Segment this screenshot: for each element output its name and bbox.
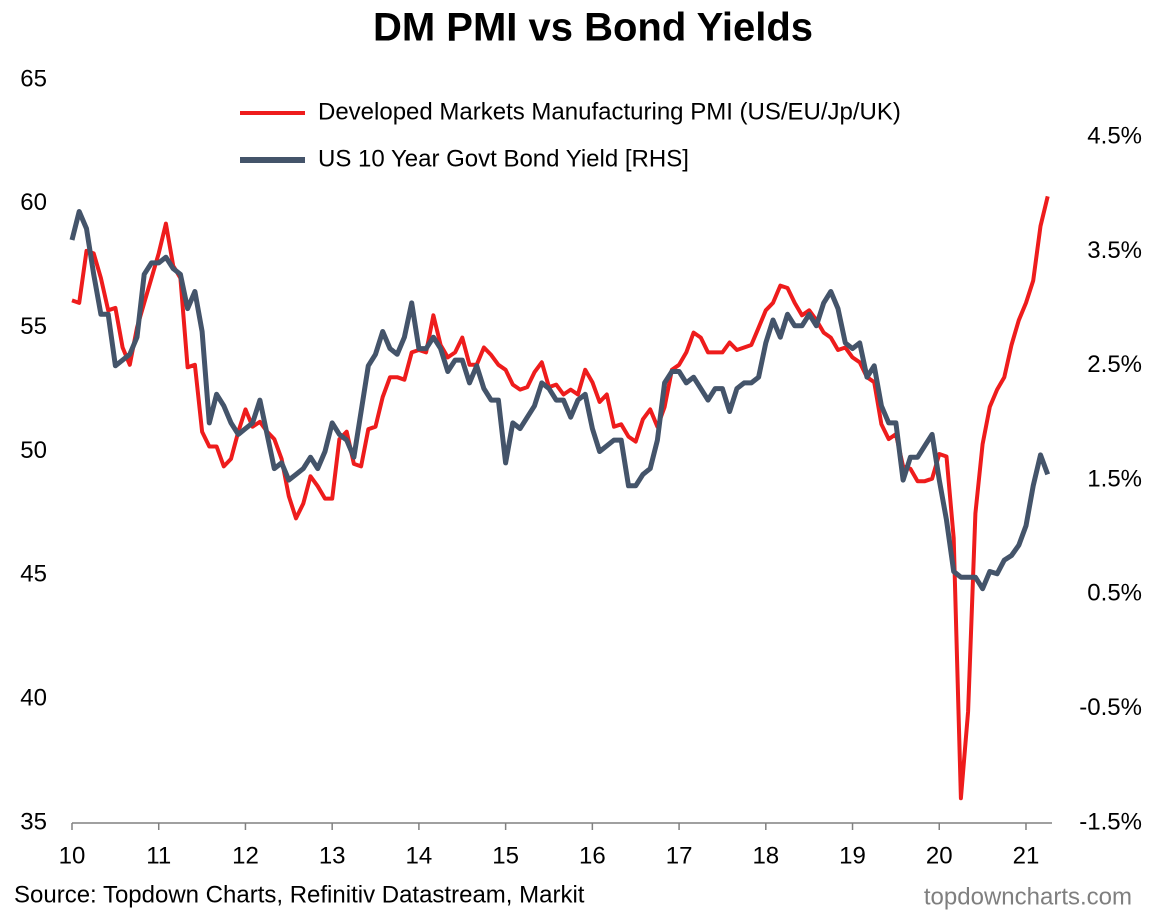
x-tick-label: 17: [666, 842, 693, 869]
y2-tick-label: 4.5%: [1087, 122, 1142, 149]
x-tick-label: 15: [492, 842, 519, 869]
x-tick-label: 14: [406, 842, 433, 869]
source: Source: Topdown Charts, Refinitiv Datast…: [14, 881, 585, 908]
x-tick-label: 16: [579, 842, 606, 869]
y-tick-label: 55: [20, 313, 47, 340]
x-tick-label: 20: [926, 842, 953, 869]
y-tick-label: 45: [20, 561, 47, 588]
x-tick-label: 10: [59, 842, 86, 869]
y-tick-label: 65: [20, 65, 47, 92]
y2-tick-label: -1.5%: [1079, 808, 1142, 835]
y2-tick-label: 1.5%: [1087, 465, 1142, 492]
x-tick-label: 11: [146, 842, 171, 869]
x-tick-label: 19: [839, 842, 866, 869]
watermark: topdowncharts.com: [924, 883, 1132, 910]
legend-label: Developed Markets Manufacturing PMI (US/…: [318, 98, 901, 125]
series-line: [69, 209, 1051, 592]
y2-tick-label: 2.5%: [1087, 351, 1142, 378]
y-tick-label: 40: [20, 685, 47, 712]
series-line: [71, 195, 1050, 801]
y2-tick-label: -0.5%: [1079, 694, 1142, 721]
legend-label: US 10 Year Govt Bond Yield [RHS]: [318, 145, 689, 172]
y-tick-label: 35: [20, 808, 47, 835]
y2-tick-label: 0.5%: [1087, 580, 1142, 607]
y2-tick-label: 3.5%: [1087, 237, 1142, 264]
x-tick-label: 13: [319, 842, 346, 869]
y-tick-label: 60: [20, 189, 47, 216]
x-tick-label: 18: [752, 842, 779, 869]
x-tick-label: 21: [1013, 842, 1040, 869]
y-tick-label: 50: [20, 437, 47, 464]
x-tick-label: 12: [232, 842, 259, 869]
chart-title: DM PMI vs Bond Yields: [373, 6, 813, 50]
